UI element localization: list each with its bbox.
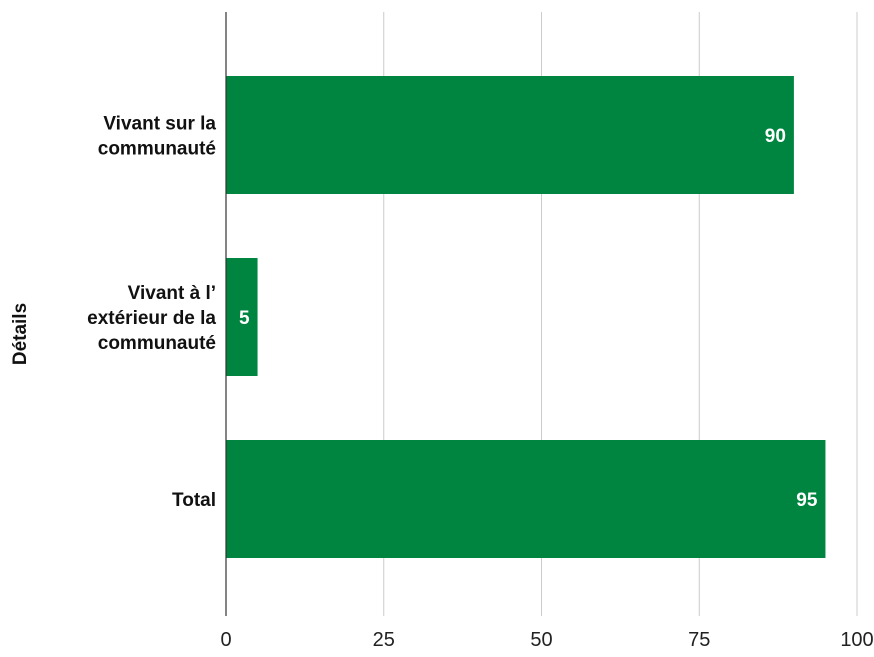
category-label-line: communauté <box>98 333 216 354</box>
y-axis-title: Détails <box>10 303 31 365</box>
x-tick-label-75: 75 <box>688 629 710 651</box>
category-label-1: Vivant à l’ extérieur de la communauté <box>87 283 216 354</box>
bar-2 <box>226 440 826 558</box>
category-label-0: Vivant sur la communauté <box>98 114 217 160</box>
data-label-2: 95 <box>796 490 818 511</box>
bars <box>226 76 826 558</box>
x-tick-label-25: 25 <box>373 629 395 651</box>
data-label-1: 5 <box>239 308 250 329</box>
x-tick-label-100: 100 <box>840 629 873 651</box>
category-label-2: Total <box>172 490 216 511</box>
category-label-line: Vivant sur la <box>103 114 216 135</box>
category-label-line: communauté <box>98 139 216 160</box>
data-label-0: 90 <box>765 126 786 147</box>
bar-1 <box>226 258 258 376</box>
category-label-line: extérieur de la <box>87 308 216 329</box>
bar-0 <box>226 76 794 194</box>
x-tick-label-50: 50 <box>530 629 552 651</box>
category-label-line: Vivant à l’ <box>128 283 216 304</box>
x-tick-label-0: 0 <box>220 629 231 651</box>
category-label-line: Total <box>172 490 216 511</box>
labels: 0 25 50 75 100 90 Vivant sur la communauté 5 Viva… <box>87 114 874 652</box>
